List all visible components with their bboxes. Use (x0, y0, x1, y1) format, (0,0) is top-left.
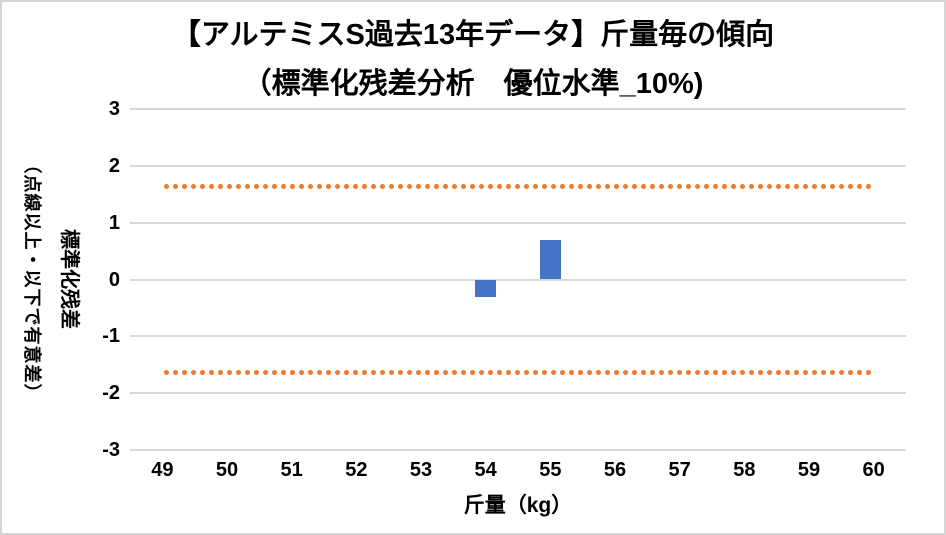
x-tick-label: 49 (151, 459, 174, 481)
gridline (130, 164, 906, 167)
significance-threshold-line (162, 370, 874, 376)
bar (539, 239, 561, 280)
chart-title: 【アルテミスS過去13年データ】斤量毎の傾向 (171, 19, 775, 51)
y-tick-label: -2 (102, 382, 120, 405)
x-tick-label: 54 (474, 459, 497, 481)
x-tick-label: 50 (215, 459, 239, 481)
x-tick-label: 60 (862, 459, 885, 481)
plot-area (130, 108, 906, 451)
gridline (130, 221, 906, 224)
y-tick-label: 0 (108, 268, 120, 291)
x-tick-label: 59 (797, 459, 821, 481)
chart-subtitle: （標準化残差分析 優位水準_10%) (242, 68, 704, 100)
x-tick-label: 55 (539, 459, 562, 481)
bar (475, 279, 497, 297)
x-tick-label: 53 (409, 459, 433, 481)
x-tick-label: 58 (733, 459, 756, 481)
gridline (130, 108, 906, 110)
y-tick-label: -3 (102, 439, 120, 461)
significance-threshold-line (162, 183, 874, 189)
x-tick-label: 57 (668, 459, 691, 481)
gridline (130, 449, 906, 451)
y-tick-label: -1 (102, 325, 120, 348)
y-tick-label: 2 (108, 154, 120, 177)
x-tick-label: 56 (603, 459, 627, 481)
x-axis-title: 斤量（kg） (463, 494, 573, 517)
x-tick-label: 52 (345, 459, 368, 481)
gridline (130, 392, 906, 395)
gridline (130, 335, 906, 338)
y-tick-label: 3 (108, 98, 120, 120)
x-tick-label: 51 (280, 459, 303, 481)
y-tick-label: 1 (108, 211, 120, 234)
gridline (130, 278, 906, 281)
